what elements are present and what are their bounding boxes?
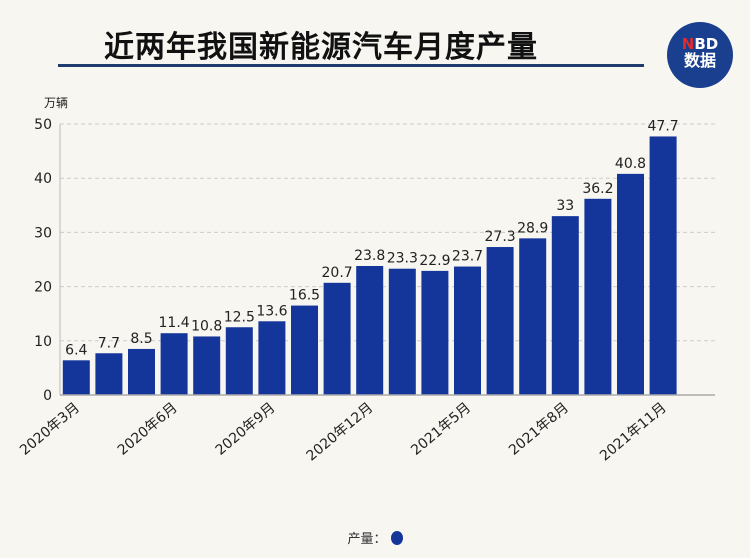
bar <box>551 216 579 395</box>
bar <box>62 360 90 395</box>
data-label: 40.8 <box>615 156 646 172</box>
bar <box>258 321 286 395</box>
data-label: 23.7 <box>452 249 483 265</box>
bar <box>193 336 221 395</box>
bar <box>323 282 351 395</box>
data-label: 16.5 <box>289 288 320 304</box>
data-label: 36.2 <box>582 181 613 197</box>
bar <box>519 238 547 395</box>
data-label: 8.5 <box>130 331 152 347</box>
data-label: 12.5 <box>224 309 255 325</box>
legend-label: 产量： <box>347 532 387 547</box>
data-label: 11.4 <box>159 315 190 331</box>
chart-title: 近两年我国新能源汽车月度产量 <box>104 30 538 65</box>
data-label: 23.3 <box>387 251 418 267</box>
y-tick-label: 50 <box>34 117 52 133</box>
y-tick-label: 40 <box>34 171 52 187</box>
data-label: 10.8 <box>191 318 222 334</box>
bar <box>454 266 481 395</box>
data-label: 28.9 <box>517 220 548 236</box>
bar <box>95 353 123 395</box>
logo-text: BD <box>694 35 719 53</box>
x-tick-label: 2020年6月 <box>115 400 181 459</box>
data-label: 13.6 <box>256 303 287 319</box>
data-label: 47.7 <box>648 118 679 134</box>
x-tick-label: 2020年9月 <box>213 400 279 459</box>
bar <box>388 268 416 395</box>
bar <box>617 173 644 395</box>
x-tick-label: 2021年11月 <box>597 400 670 465</box>
logo-subtext: 数据 <box>683 51 716 70</box>
bar <box>486 247 514 395</box>
nbd-logo: NBD 数据 <box>667 22 733 88</box>
bar <box>356 266 384 395</box>
x-tick-label: 2021年5月 <box>408 400 474 459</box>
bar <box>584 198 612 395</box>
x-tick-label: 2021年8月 <box>506 400 572 459</box>
data-label: 33 <box>556 198 574 214</box>
data-label: 22.9 <box>419 253 450 269</box>
title-underline <box>58 64 644 67</box>
data-label: 7.7 <box>98 335 120 351</box>
y-tick-label: 20 <box>34 280 52 296</box>
legend-dot-icon <box>390 531 403 545</box>
data-label: 6.4 <box>65 342 87 358</box>
bar <box>649 136 677 395</box>
y-tick-label: 0 <box>43 388 52 404</box>
x-tick-label: 2020年3月 <box>17 400 83 459</box>
bar <box>128 348 155 395</box>
y-tick-label: 30 <box>34 225 52 241</box>
bar <box>291 305 318 395</box>
legend[interactable]: 产量： <box>0 528 750 547</box>
data-label: 23.8 <box>354 248 385 264</box>
bar <box>160 333 188 395</box>
y-axis-unit: 万辆 <box>44 96 69 110</box>
data-label: 27.3 <box>485 229 516 245</box>
bar <box>225 327 253 395</box>
y-tick-label: 10 <box>34 334 52 350</box>
bar <box>421 270 449 395</box>
logo-accent: N <box>681 35 695 53</box>
x-tick-label: 2020年12月 <box>304 400 377 465</box>
data-label: 20.7 <box>322 265 353 281</box>
